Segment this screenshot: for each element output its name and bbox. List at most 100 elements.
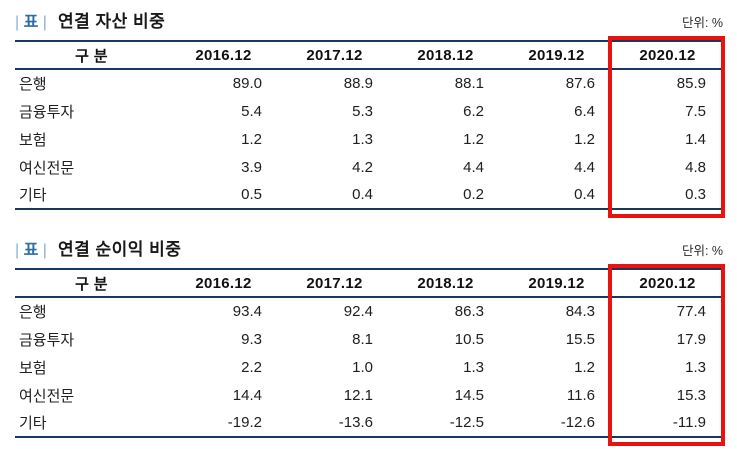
cell-value: 88.1: [454, 75, 484, 92]
cell-value: -19.2: [227, 414, 262, 431]
cell-value-highlighted: 1.4: [685, 130, 706, 148]
cell-value: 87.6: [565, 75, 595, 92]
cell-value: 15.5: [565, 330, 595, 348]
table-row: 금융투자 9.3 8.1 10.5 15.5 17.9: [15, 325, 723, 353]
cell-value-highlighted: 77.4: [676, 303, 706, 320]
cell-value: -12.5: [449, 414, 484, 431]
cell-value: -12.6: [560, 414, 595, 431]
cell-value: 5.4: [241, 102, 262, 120]
row-label: 여신전문: [19, 387, 75, 405]
cell-value: 14.5: [454, 386, 484, 404]
net-income-share-table-section: | 표 | 연결 순이익 비중 단위: % 구 분 2016.12 2017.1…: [15, 236, 725, 446]
cell-value: 4.4: [463, 158, 484, 176]
cell-value: 11.6: [566, 386, 595, 404]
row-label: 은행: [19, 304, 47, 321]
row-label: 금융투자: [19, 103, 75, 121]
row-label: 여신전문: [19, 159, 75, 177]
marker-label: 표: [23, 242, 39, 259]
page-title-table1: 연결 자산 비중: [57, 12, 166, 31]
column-header: 2019.12: [501, 41, 612, 70]
cell-value: -13.6: [338, 414, 373, 431]
cell-value: 1.3: [463, 358, 484, 376]
cell-value: 1.2: [463, 130, 484, 148]
cell-value: 2.2: [241, 358, 262, 376]
cell-value: 0.4: [574, 186, 595, 203]
asset-share-table: 구 분 2016.12 2017.12 2018.12 2019.12 2020…: [15, 40, 723, 210]
cell-value: 86.3: [454, 303, 484, 320]
row-label: 기타: [19, 187, 47, 204]
table-row: 은행 89.0 88.9 88.1 87.6 85.9: [15, 69, 723, 97]
marker-bar-left: |: [15, 242, 20, 259]
cell-value: 93.4: [232, 303, 262, 320]
row-label: 금융투자: [19, 331, 75, 349]
table-row: 기타 -19.2 -13.6 -12.5 -12.6 -11.9: [15, 409, 723, 437]
column-header: 2019.12: [501, 269, 612, 298]
column-header: 2017.12: [279, 41, 390, 70]
row-label: 기타: [19, 415, 47, 432]
cell-value-highlighted: 0.3: [685, 186, 706, 203]
table-header-row: 구 분 2016.12 2017.12 2018.12 2019.12 2020…: [15, 41, 723, 70]
table-row: 보험 2.2 1.0 1.3 1.2 1.3: [15, 353, 723, 381]
cell-value: 89.0: [232, 75, 262, 92]
cell-value: 6.2: [463, 102, 484, 120]
column-header: 2018.12: [390, 41, 501, 70]
column-header: 2016.12: [168, 41, 279, 70]
net-income-share-table: 구 분 2016.12 2017.12 2018.12 2019.12 2020…: [15, 268, 723, 438]
table-row: 기타 0.5 0.4 0.2 0.4 0.3: [15, 181, 723, 209]
column-header-highlighted: 2020.12: [612, 269, 723, 298]
marker-label: 표: [23, 14, 39, 31]
cell-value: 0.4: [352, 186, 373, 203]
row-label: 은행: [19, 76, 47, 93]
cell-value: 84.3: [565, 303, 595, 320]
table-row: 은행 93.4 92.4 86.3 84.3 77.4: [15, 297, 723, 325]
marker-bar-left: |: [15, 14, 20, 31]
asset-share-table-section: | 표 | 연결 자산 비중 단위: % 구 분 2016.12 2017.12…: [15, 8, 725, 218]
cell-value: 0.2: [463, 186, 484, 203]
table-row: 여신전문 3.9 4.2 4.4 4.4 4.8: [15, 153, 723, 181]
marker-bar-right: |: [42, 242, 47, 259]
cell-value: 14.4: [232, 386, 262, 404]
page-title-table2: 연결 순이익 비중: [57, 240, 182, 259]
table-marker: | 표 |: [15, 8, 47, 32]
cell-value: 1.0: [352, 358, 373, 376]
column-header: 2018.12: [390, 269, 501, 298]
cell-value-highlighted: 1.3: [685, 358, 706, 376]
cell-value-highlighted: -11.9: [672, 414, 706, 431]
table-marker: | 표 |: [15, 236, 47, 260]
table-row: 금융투자 5.4 5.3 6.2 6.4 7.5: [15, 97, 723, 125]
cell-value: 1.2: [574, 130, 595, 148]
cell-value: 3.9: [241, 158, 262, 176]
row-label: 보험: [19, 131, 47, 149]
cell-value: 6.4: [574, 102, 595, 120]
cell-value: 0.5: [241, 186, 262, 203]
column-header: 구 분: [15, 269, 168, 298]
cell-value-highlighted: 7.5: [685, 102, 706, 120]
cell-value: 4.2: [352, 158, 373, 176]
table1-title-row: | 표 | 연결 자산 비중 단위: %: [15, 8, 723, 32]
cell-value-highlighted: 17.9: [676, 330, 706, 348]
table-header-row: 구 분 2016.12 2017.12 2018.12 2019.12 2020…: [15, 269, 723, 298]
column-header-highlighted: 2020.12: [612, 41, 723, 70]
unit-label: 단위: %: [681, 16, 723, 30]
cell-value: 88.9: [343, 75, 373, 92]
table-row: 여신전문 14.4 12.1 14.5 11.6 15.3: [15, 381, 723, 409]
table2-title-row: | 표 | 연결 순이익 비중 단위: %: [15, 236, 723, 260]
cell-value-highlighted: 85.9: [676, 75, 706, 92]
cell-value: 12.1: [343, 386, 373, 404]
cell-value: 92.4: [343, 303, 373, 320]
cell-value: 1.2: [241, 130, 262, 148]
cell-value: 1.2: [574, 358, 595, 376]
column-header: 2017.12: [279, 269, 390, 298]
cell-value: 4.4: [574, 158, 595, 176]
cell-value: 9.3: [241, 330, 262, 348]
unit-label: 단위: %: [681, 244, 723, 258]
cell-value: 1.3: [352, 130, 373, 148]
cell-value: 5.3: [352, 102, 373, 120]
table-row: 보험 1.2 1.3 1.2 1.2 1.4: [15, 125, 723, 153]
column-header: 구 분: [15, 41, 168, 70]
column-header: 2016.12: [168, 269, 279, 298]
marker-bar-right: |: [42, 14, 47, 31]
cell-value-highlighted: 15.3: [676, 386, 706, 404]
row-label: 보험: [19, 359, 47, 377]
cell-value: 8.1: [352, 330, 373, 348]
